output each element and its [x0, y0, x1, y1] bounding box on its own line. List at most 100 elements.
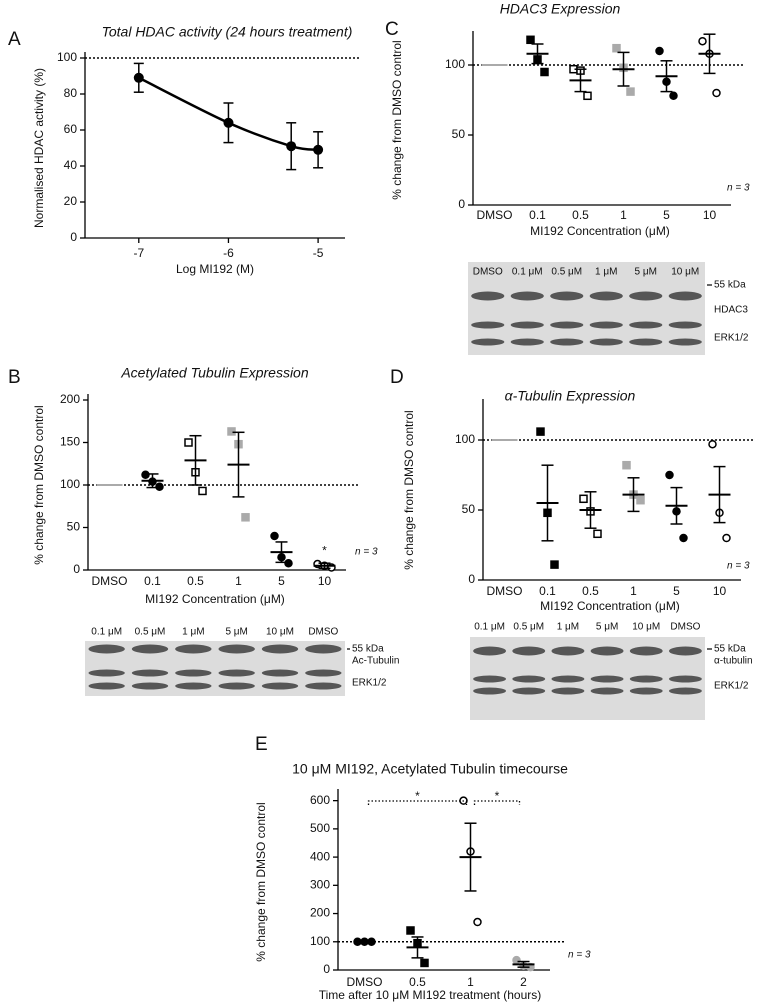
blot-label: ERK1/2 [352, 678, 387, 689]
blot-label: Ac-Tubulin [352, 656, 399, 667]
blot-band [131, 669, 169, 677]
y-tick-label: 600 [310, 793, 330, 807]
x-tick-label: DMSO [347, 975, 383, 989]
data-point [526, 35, 535, 45]
data-point [241, 513, 250, 522]
y-tick-label: 100 [57, 50, 77, 64]
x-axis-label: MI192 Concentration (μM) [530, 224, 670, 238]
data-point [133, 72, 144, 83]
blot-lane-label: 0.5 μM [551, 267, 582, 278]
x-tick-label: 1 [235, 574, 242, 588]
y-axis-label: % change from DMSO control [254, 802, 268, 961]
data-point [184, 438, 193, 447]
chart-title: Acetylated Tubulin Expression [120, 365, 308, 381]
blot-band [131, 644, 169, 654]
x-axis-label: Time after 10 μM MI192 treatment (hours) [319, 988, 542, 1002]
data-point [636, 495, 645, 505]
blot-band [668, 675, 702, 683]
data-point [141, 470, 150, 480]
blot-band [218, 669, 255, 677]
x-tick-label: -7 [133, 246, 144, 260]
y-tick-label: 150 [60, 435, 80, 449]
blot-lane-label: 1 μM [595, 267, 617, 278]
blot-image [85, 641, 345, 696]
data-point [223, 117, 234, 128]
blot-band [261, 669, 299, 677]
blot-band [590, 646, 624, 656]
blot-lane-label: 1 μM [182, 627, 204, 638]
x-tick-label: DMSO [477, 208, 513, 222]
note: n = 3 [568, 950, 591, 961]
blot-lane-label: 10 μM [266, 627, 294, 638]
blot-band [218, 644, 255, 654]
blot-band [550, 338, 584, 346]
y-tick-label: 300 [310, 877, 330, 891]
x-tick-label: -5 [313, 246, 324, 260]
x-tick-label: 0.1 [144, 574, 161, 588]
data-point [227, 427, 236, 436]
blot-band [590, 675, 624, 683]
blot-band [218, 682, 255, 690]
blot-lane-label: DMSO [473, 267, 503, 278]
y-tick-label: 50 [462, 502, 476, 516]
x-tick-label: 1 [467, 975, 474, 989]
blot-label: 55 kDa [714, 280, 746, 291]
x-tick-label: 0.5 [187, 574, 204, 588]
x-tick-label: 5 [663, 208, 670, 222]
y-tick-label: 50 [452, 127, 466, 141]
data-point [669, 91, 678, 101]
x-tick-label: DMSO [92, 574, 128, 588]
x-tick-label: 10 [703, 208, 717, 222]
blot-band [512, 646, 546, 656]
blot-lane-label: 5 μM [596, 622, 618, 633]
x-tick-label: 2 [520, 975, 527, 989]
y-tick-label: 500 [310, 821, 330, 835]
x-tick-label: 10 [318, 574, 332, 588]
data-point [313, 144, 324, 155]
x-tick-label: DMSO [487, 584, 523, 598]
blot-band [668, 291, 702, 301]
panel-letter: E [255, 734, 268, 755]
data-point [655, 46, 664, 56]
blot-lane-label: 10 μM [671, 267, 699, 278]
y-tick-label: 400 [310, 849, 330, 863]
y-tick-label: 200 [60, 392, 80, 406]
data-point [626, 87, 635, 96]
blot-band [551, 646, 585, 656]
blot-band [629, 675, 663, 683]
blot-band [668, 321, 702, 329]
blot-lane-label: 1 μM [557, 622, 579, 633]
panel-letter: A [8, 29, 21, 50]
chart-title: α-Tubulin Expression [505, 388, 636, 404]
blot-band [473, 646, 507, 656]
blot-band [131, 682, 169, 690]
blot-band [175, 682, 212, 690]
data-point [698, 36, 707, 46]
blot-band [88, 669, 125, 677]
significance-label: * [415, 789, 420, 803]
y-tick-label: 0 [73, 562, 80, 576]
data-point [284, 558, 293, 568]
x-tick-label: 0.5 [582, 584, 599, 598]
blot-band [512, 675, 546, 683]
x-tick-label: 10 [713, 584, 727, 598]
data-point [722, 533, 731, 543]
blot-band [668, 646, 702, 656]
blot-band [590, 687, 624, 695]
x-tick-label: 5 [278, 574, 285, 588]
data-point [406, 926, 415, 935]
y-tick-label: 0 [70, 230, 77, 244]
x-tick-label: 1 [620, 208, 627, 222]
blot-band [305, 682, 342, 690]
blot-label: ERK1/2 [714, 681, 749, 692]
data-point [286, 141, 297, 152]
data-point [622, 460, 631, 470]
blot-lane-label: 0.1 μM [512, 267, 543, 278]
note: n = 3 [355, 547, 378, 558]
data-point [198, 486, 207, 496]
blot-band [510, 291, 544, 301]
x-tick-label: 0.5 [572, 208, 589, 222]
data-point [708, 439, 717, 449]
chart-title: HDAC3 Expression [500, 1, 621, 17]
